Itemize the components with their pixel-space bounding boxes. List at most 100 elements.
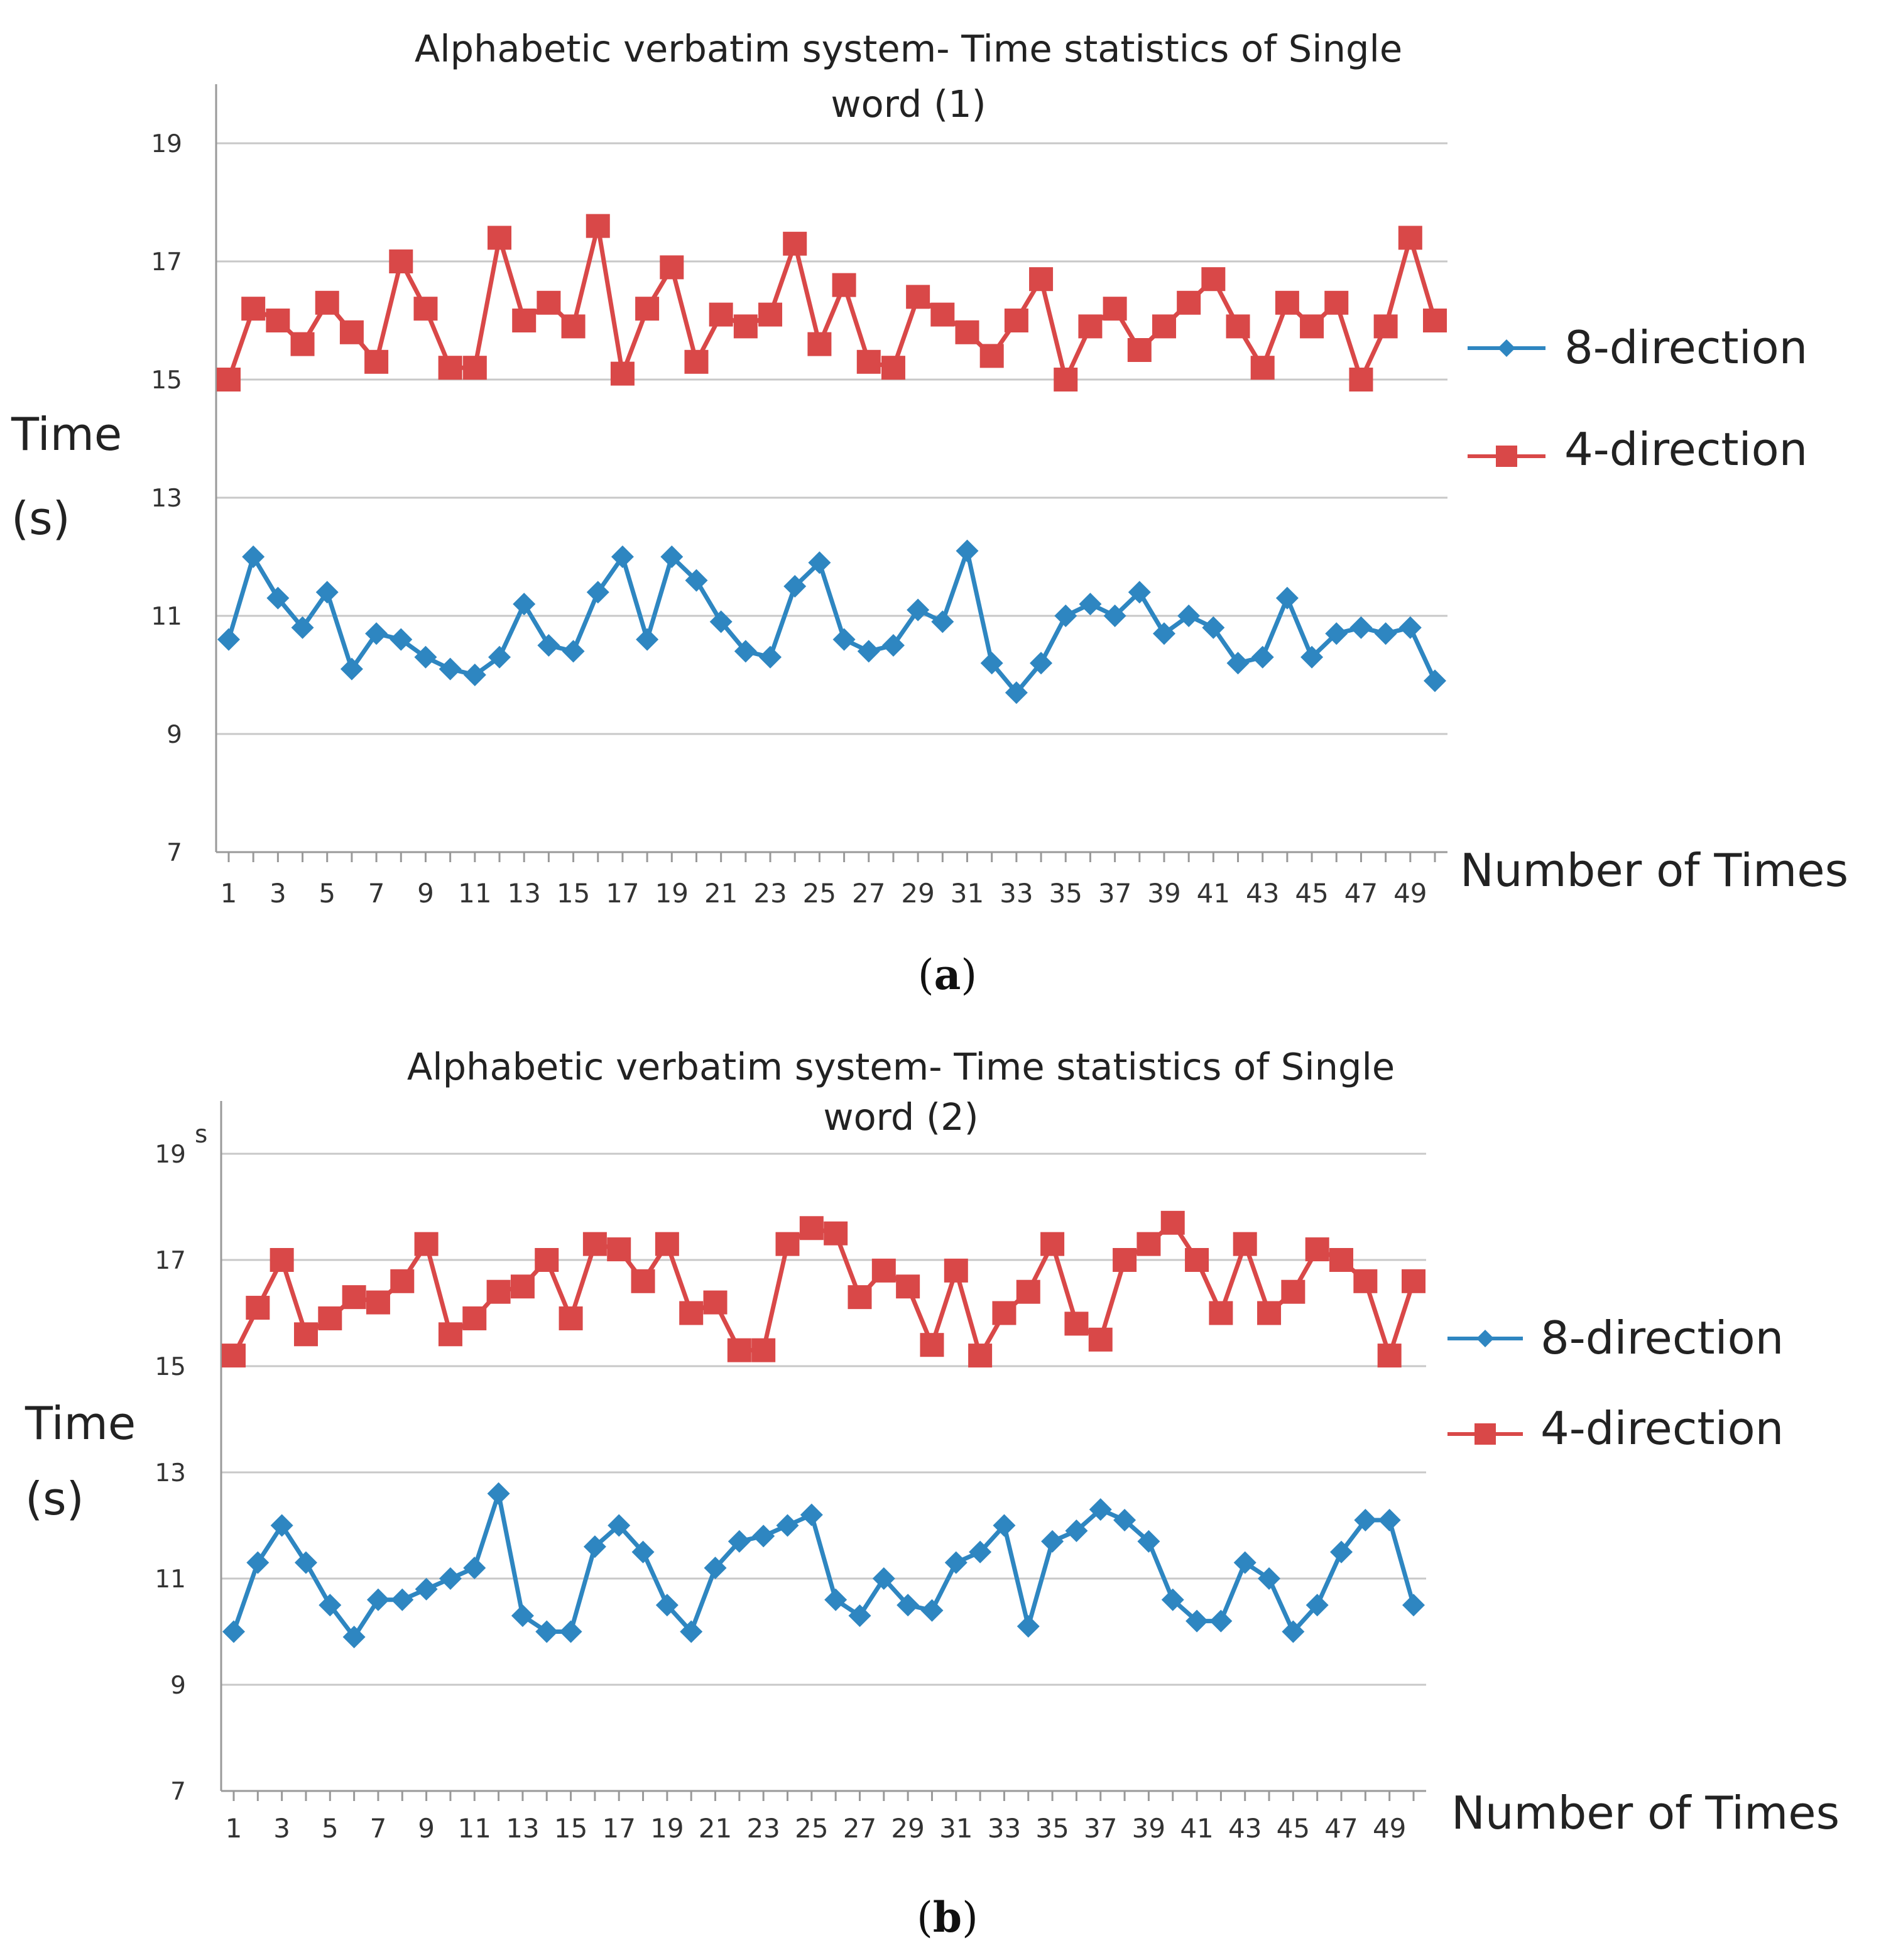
data-point-8-direction: [583, 1535, 606, 1558]
data-point-4-direction: [930, 302, 955, 327]
data-point-8-direction: [857, 640, 880, 663]
data-point-8-direction: [969, 1540, 992, 1563]
x-tick-label: 35: [1035, 1813, 1069, 1844]
data-point-8-direction: [1128, 581, 1151, 604]
data-point-8-direction: [980, 652, 1003, 675]
data-point-4-direction: [364, 349, 389, 374]
data-point-8-direction: [956, 539, 979, 562]
data-point-4-direction: [1127, 338, 1152, 362]
x-tick-label: 29: [901, 878, 934, 909]
data-point-4-direction: [684, 349, 709, 374]
x-tick-label: 27: [852, 878, 885, 909]
data-point-8-direction: [824, 1588, 848, 1611]
series-lines: [217, 214, 1447, 704]
data-point-4-direction: [561, 314, 586, 339]
data-point-4-direction: [1040, 1232, 1065, 1256]
data-point-8-direction: [439, 1567, 462, 1590]
x-tick-label: 3: [270, 878, 286, 909]
data-point-4-direction: [462, 1306, 487, 1330]
x-tick-label: 43: [1228, 1813, 1262, 1844]
data-point-4-direction: [655, 1232, 679, 1256]
data-point-4-direction: [462, 356, 487, 380]
x-tick-label: 19: [655, 878, 689, 909]
data-point-8-direction: [487, 1482, 510, 1505]
data-point-8-direction: [1305, 1594, 1329, 1617]
data-point-8-direction: [463, 1557, 486, 1580]
legend-label-4-direction: 4-direction: [1564, 423, 1807, 476]
grid: [221, 1152, 1426, 1686]
data-point-4-direction: [1029, 267, 1054, 292]
x-tick-label: 47: [1324, 1813, 1358, 1844]
data-point-8-direction: [1398, 616, 1422, 639]
data-point-8-direction: [1079, 593, 1102, 616]
data-point-4-direction: [293, 1322, 318, 1347]
data-point-4-direction: [1137, 1232, 1161, 1256]
data-point-4-direction: [438, 1322, 462, 1347]
data-point-8-direction: [463, 664, 486, 686]
data-point-8-direction: [1349, 616, 1373, 639]
data-point-8-direction: [242, 545, 265, 568]
legend-label-4-direction: 4-direction: [1540, 1402, 1784, 1455]
data-point-8-direction: [1226, 652, 1250, 675]
data-point-4-direction: [775, 1232, 800, 1256]
data-point-4-direction: [339, 320, 364, 344]
data-point-4-direction: [1201, 267, 1226, 292]
data-point-4-direction: [1088, 1327, 1113, 1352]
x-tick-label: 31: [939, 1813, 973, 1844]
data-point-4-direction: [799, 1216, 824, 1240]
data-point-4-direction: [241, 297, 266, 321]
y-tick-label: 11: [151, 603, 182, 631]
data-point-8-direction: [1065, 1519, 1088, 1542]
legend-marker-8-direction: [1498, 339, 1515, 357]
legend-label-8-direction: 8-direction: [1564, 321, 1807, 374]
y-tick-label: 9: [166, 721, 182, 749]
x-tick-label: 41: [1180, 1813, 1213, 1844]
data-point-4-direction: [537, 290, 561, 315]
data-point-8-direction: [728, 1530, 751, 1553]
data-point-8-direction: [611, 545, 634, 568]
data-point-4-direction: [1329, 1248, 1354, 1272]
data-point-8-direction: [660, 545, 684, 568]
data-point-4-direction: [727, 1338, 751, 1362]
data-point-8-direction: [907, 598, 930, 621]
data-point-4-direction: [848, 1285, 872, 1310]
data-point-8-direction: [1354, 1509, 1377, 1532]
data-point-4-direction: [733, 314, 758, 339]
data-point-4-direction: [1377, 1344, 1402, 1368]
y-tick-label: 11: [155, 1565, 186, 1594]
x-tick-label: 9: [417, 878, 434, 909]
data-point-4-direction: [315, 290, 339, 315]
data-point-8-direction: [1186, 1609, 1209, 1633]
data-point-8-direction: [1275, 586, 1299, 610]
chart-title-line1: Alphabetic verbatim system- Time statist…: [415, 27, 1402, 70]
data-point-4-direction: [342, 1285, 366, 1310]
data-point-4-direction: [1185, 1248, 1209, 1272]
data-point-8-direction: [513, 593, 536, 616]
x-tick-label: 39: [1147, 878, 1180, 909]
legend-marker-4-direction: [1474, 1423, 1496, 1445]
data-point-4-direction: [751, 1338, 776, 1362]
data-point-8-direction: [808, 551, 831, 574]
legend-marker-8-direction: [1476, 1330, 1494, 1347]
data-point-8-direction: [562, 640, 585, 663]
data-point-8-direction: [439, 657, 462, 681]
data-point-8-direction: [1282, 1620, 1305, 1643]
x-tick-label: 37: [1084, 1813, 1117, 1844]
data-point-4-direction: [1349, 368, 1373, 391]
data-point-4-direction: [1402, 1269, 1425, 1293]
data-point-8-direction: [872, 1567, 895, 1590]
data-point-4-direction: [414, 1232, 439, 1256]
chart-title-line2: word (1): [831, 82, 986, 126]
data-point-8-direction: [246, 1551, 270, 1574]
data-point-8-direction: [488, 645, 511, 669]
data-point-8-direction: [897, 1594, 920, 1617]
data-point-4-direction: [1423, 309, 1447, 332]
chart-title-line2: word (2): [823, 1095, 978, 1139]
data-point-8-direction: [1402, 1594, 1425, 1617]
grid: [216, 142, 1447, 735]
x-tick-label: 33: [1000, 878, 1033, 909]
x-tick-label: 49: [1373, 1813, 1406, 1844]
x-tick-label: 5: [322, 1813, 339, 1844]
y-axis-label-line1: Time: [11, 408, 122, 461]
data-point-4-direction: [824, 1221, 848, 1246]
